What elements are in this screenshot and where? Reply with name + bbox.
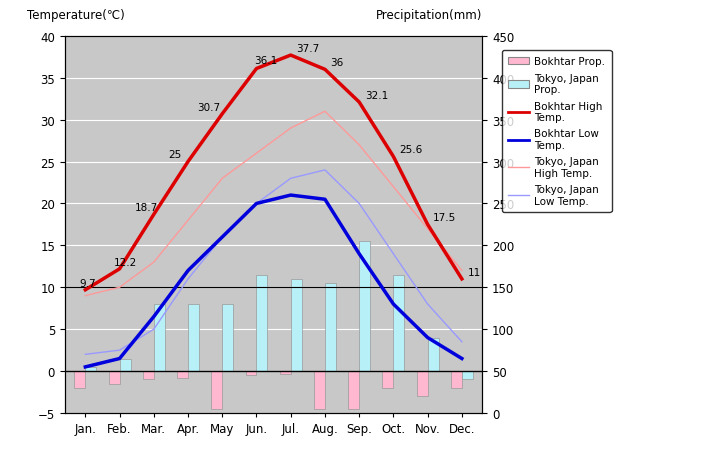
Text: 36.1: 36.1 xyxy=(253,56,277,66)
Bar xyxy=(74,371,86,388)
Bar xyxy=(291,279,302,371)
Text: 17.5: 17.5 xyxy=(433,213,456,223)
Text: 36: 36 xyxy=(330,58,343,68)
Bar xyxy=(188,304,199,371)
Bar xyxy=(462,371,473,380)
Bar xyxy=(348,371,359,409)
Text: Precipitation(mm): Precipitation(mm) xyxy=(376,9,482,22)
Bar xyxy=(109,371,120,384)
Text: 30.7: 30.7 xyxy=(197,102,220,112)
Bar xyxy=(256,275,267,371)
Bar xyxy=(382,371,393,388)
Text: 32.1: 32.1 xyxy=(365,91,388,101)
Bar xyxy=(314,371,325,409)
Text: 25: 25 xyxy=(168,150,182,160)
Bar xyxy=(86,367,96,371)
Bar xyxy=(417,371,428,397)
Bar xyxy=(120,359,130,371)
Text: 12.2: 12.2 xyxy=(114,257,138,267)
Text: Temperature(℃): Temperature(℃) xyxy=(27,9,125,22)
Bar xyxy=(143,371,154,380)
Bar xyxy=(393,275,405,371)
Legend: Bokhtar Prop., Tokyo, Japan
Prop., Bokhtar High
Temp., Bokhtar Low
Temp., Tokyo,: Bokhtar Prop., Tokyo, Japan Prop., Bokht… xyxy=(502,51,611,213)
Bar xyxy=(428,338,438,371)
Text: 9.7: 9.7 xyxy=(80,278,96,288)
Bar xyxy=(222,304,233,371)
Bar xyxy=(177,371,188,378)
Bar xyxy=(154,304,165,371)
Text: 37.7: 37.7 xyxy=(296,44,320,54)
Text: 25.6: 25.6 xyxy=(399,145,422,155)
Bar xyxy=(246,371,256,375)
Text: 11: 11 xyxy=(467,267,481,277)
Text: 18.7: 18.7 xyxy=(135,203,158,213)
Bar xyxy=(280,371,291,374)
Bar xyxy=(451,371,462,388)
Bar xyxy=(211,371,222,409)
Bar xyxy=(325,284,336,371)
Bar xyxy=(359,241,370,371)
